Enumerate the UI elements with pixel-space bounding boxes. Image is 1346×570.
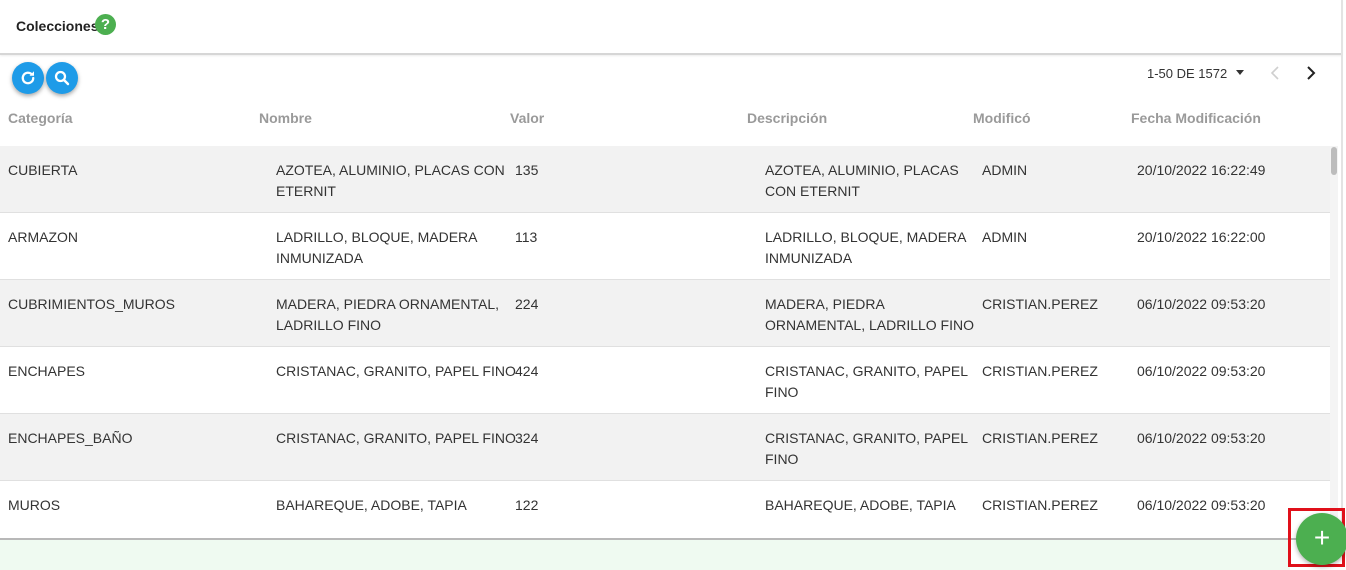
cell-descripcion-line: INMUNIZADA <box>765 250 853 266</box>
refresh-icon <box>21 71 35 85</box>
cell-fecha: 06/10/2022 09:53:20 <box>1137 430 1266 446</box>
table-row[interactable]: CUBIERTA AZOTEA, ALUMINIO, PLACAS CON ET… <box>0 146 1330 213</box>
page-title: Colecciones <box>16 18 99 34</box>
cell-modifico: CRISTIAN.PEREZ <box>982 430 1098 446</box>
cell-categoria: MUROS <box>8 497 61 513</box>
cell-nombre-line: LADRILLO, BLOQUE, MADERA <box>276 229 478 245</box>
add-button[interactable]: + <box>1296 513 1346 565</box>
cell-descripcion-line: AZOTEA, ALUMINIO, PLACAS <box>765 162 959 178</box>
cell-nombre: CRISTANAC, GRANITO, PAPEL FINO <box>276 428 516 449</box>
cell-nombre-line: MADERA, PIEDRA ORNAMENTAL, <box>276 296 500 312</box>
search-button[interactable] <box>46 62 78 94</box>
cell-fecha: 06/10/2022 09:53:20 <box>1137 296 1266 312</box>
cell-nombre: LADRILLO, BLOQUE, MADERA INMUNIZADA <box>276 227 478 269</box>
cell-nombre-line: BAHAREQUE, ADOBE, TAPIA <box>276 497 467 513</box>
cell-valor: 324 <box>515 430 539 446</box>
cell-categoria: CUBIERTA <box>8 162 78 178</box>
cell-modifico: CRISTIAN.PEREZ <box>982 296 1098 312</box>
data-table-body: CUBIERTA AZOTEA, ALUMINIO, PLACAS CON ET… <box>0 146 1330 528</box>
cell-categoria: ENCHAPES <box>8 363 86 379</box>
cell-descripcion: CRISTANAC, GRANITO, PAPEL FINO <box>765 361 968 403</box>
table-row[interactable]: CUBRIMIENTOS_MUROS MADERA, PIEDRA ORNAME… <box>0 280 1330 347</box>
cell-descripcion: LADRILLO, BLOQUE, MADERA INMUNIZADA <box>765 227 967 269</box>
column-header-descripcion[interactable]: Descripción <box>747 110 828 126</box>
cell-nombre: MADERA, PIEDRA ORNAMENTAL, LADRILLO FINO <box>276 294 499 336</box>
cell-valor: 424 <box>515 363 539 379</box>
cell-valor: 113 <box>515 229 538 245</box>
table-row[interactable]: ARMAZON LADRILLO, BLOQUE, MADERA INMUNIZ… <box>0 213 1330 280</box>
cell-fecha: 20/10/2022 16:22:49 <box>1137 162 1266 178</box>
table-scrollbar-thumb[interactable] <box>1331 147 1337 175</box>
cell-valor: 135 <box>515 162 539 178</box>
cell-nombre-line: CRISTANAC, GRANITO, PAPEL FINO <box>276 363 516 379</box>
cell-modifico: ADMIN <box>982 229 1028 245</box>
table-row[interactable]: ENCHAPES_BAÑO CRISTANAC, GRANITO, PAPEL … <box>0 414 1330 481</box>
table-row[interactable]: MUROS BAHAREQUE, ADOBE, TAPIA 122 BAHARE… <box>0 481 1330 528</box>
table-bottom-divider <box>0 538 1342 540</box>
panel-right-border <box>1341 0 1343 540</box>
cell-valor: 224 <box>515 296 539 312</box>
cell-descripcion: CRISTANAC, GRANITO, PAPEL FINO <box>765 428 968 470</box>
cell-descripcion-line: FINO <box>765 451 799 467</box>
cell-fecha: 06/10/2022 09:53:20 <box>1137 497 1266 513</box>
cell-fecha: 06/10/2022 09:53:20 <box>1137 363 1266 379</box>
column-header-valor[interactable]: Valor <box>510 110 545 126</box>
cell-descripcion: MADERA, PIEDRA ORNAMENTAL, LADRILLO FINO <box>765 294 974 336</box>
cell-categoria: ENCHAPES_BAÑO <box>8 430 133 446</box>
caret-down-icon[interactable] <box>1236 70 1244 75</box>
chevron-left-icon <box>1270 66 1279 80</box>
cell-nombre-line: LADRILLO FINO <box>276 317 382 333</box>
cell-nombre: CRISTANAC, GRANITO, PAPEL FINO <box>276 361 516 382</box>
cell-descripcion: AZOTEA, ALUMINIO, PLACAS CON ETERNIT <box>765 160 959 202</box>
cell-descripcion-line: BAHAREQUE, ADOBE, TAPIA <box>765 497 956 513</box>
cell-descripcion-line: ORNAMENTAL, LADRILLO FINO <box>765 317 975 333</box>
cell-descripcion-line: CON ETERNIT <box>765 183 860 199</box>
cell-nombre-line: INMUNIZADA <box>276 250 364 266</box>
pagination-range-dropdown[interactable]: 1-50 DE 1572 <box>1147 66 1228 81</box>
column-header-nombre[interactable]: Nombre <box>259 110 312 126</box>
table-scrollbar-track[interactable] <box>1330 146 1338 528</box>
cell-descripcion-line: LADRILLO, BLOQUE, MADERA <box>765 229 967 245</box>
cell-nombre: BAHAREQUE, ADOBE, TAPIA <box>276 495 467 516</box>
next-page-button[interactable] <box>1302 64 1318 82</box>
cell-categoria: CUBRIMIENTOS_MUROS <box>8 296 175 312</box>
column-header-fecha-modificacion[interactable]: Fecha Modificación <box>1131 110 1261 126</box>
table-row[interactable]: ENCHAPES CRISTANAC, GRANITO, PAPEL FINO … <box>0 347 1330 414</box>
cell-modifico: CRISTIAN.PEREZ <box>982 363 1098 379</box>
chevron-right-icon <box>1307 66 1316 80</box>
cell-nombre: AZOTEA, ALUMINIO, PLACAS CON ETERNIT <box>276 160 505 202</box>
cell-categoria: ARMAZON <box>8 229 78 245</box>
cell-fecha: 20/10/2022 16:22:00 <box>1137 229 1266 245</box>
column-header-categoria[interactable]: Categoría <box>8 110 73 126</box>
cell-descripcion-line: FINO <box>765 384 799 400</box>
page-footer <box>0 540 1290 570</box>
search-icon <box>54 70 70 86</box>
column-header-modifico[interactable]: Modificó <box>973 110 1031 126</box>
cell-modifico: ADMIN <box>982 162 1028 178</box>
cell-descripcion-line: CRISTANAC, GRANITO, PAPEL <box>765 430 969 446</box>
cell-descripcion-line: CRISTANAC, GRANITO, PAPEL <box>765 363 969 379</box>
cell-nombre-line: AZOTEA, ALUMINIO, PLACAS CON <box>276 162 505 178</box>
cell-modifico: CRISTIAN.PEREZ <box>982 497 1098 513</box>
cell-nombre-line: CRISTANAC, GRANITO, PAPEL FINO <box>276 430 516 446</box>
refresh-button[interactable] <box>12 62 44 94</box>
cell-valor: 122 <box>515 497 539 513</box>
page-header: Colecciones ? <box>0 0 1342 55</box>
cell-nombre-line: ETERNIT <box>276 183 336 199</box>
previous-page-button[interactable] <box>1268 64 1284 82</box>
cell-descripcion: BAHAREQUE, ADOBE, TAPIA <box>765 495 956 516</box>
cell-descripcion-line: MADERA, PIEDRA <box>765 296 885 312</box>
help-circle-icon[interactable]: ? <box>95 14 116 35</box>
